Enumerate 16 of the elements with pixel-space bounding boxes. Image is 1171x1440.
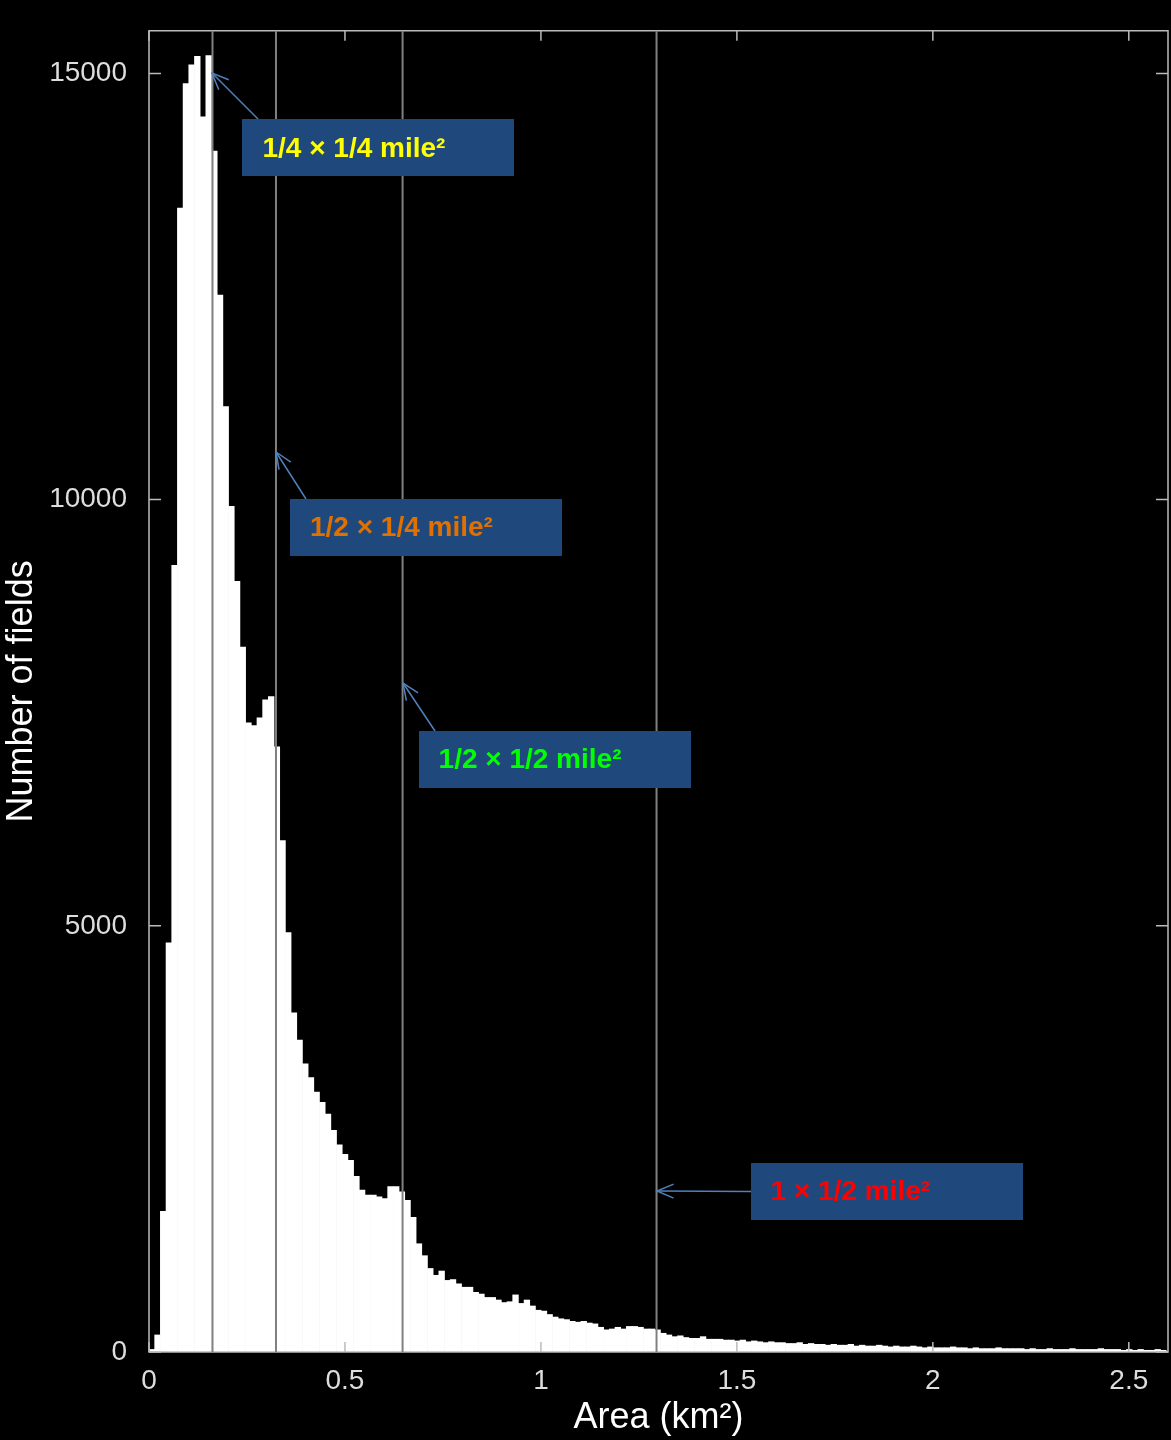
y-tick-label: 10000: [49, 482, 127, 514]
x-axis-title: Area (km²): [573, 1395, 744, 1437]
y-tick-label: 5000: [64, 908, 127, 940]
label-box: 1/2 × 1/2 mile²: [418, 730, 691, 788]
x-tick-label: 1.5: [717, 1363, 757, 1395]
y-tick-label: 15000: [49, 56, 127, 88]
label-box: 1/4 × 1/4 mile²: [242, 119, 515, 177]
label-box: 1/2 × 1/4 mile²: [289, 498, 562, 556]
x-tick-label: 0: [141, 1363, 157, 1395]
x-tick-label: 2.5: [1109, 1363, 1149, 1395]
y-axis-title: Number of fields: [0, 560, 40, 823]
label-box: 1 × 1/2 mile²: [750, 1162, 1023, 1220]
y-tick-label: 0: [111, 1334, 127, 1366]
x-tick-label: 1: [533, 1363, 549, 1395]
x-tick-label: 2: [925, 1363, 941, 1395]
x-tick-label: 0.5: [325, 1363, 365, 1395]
